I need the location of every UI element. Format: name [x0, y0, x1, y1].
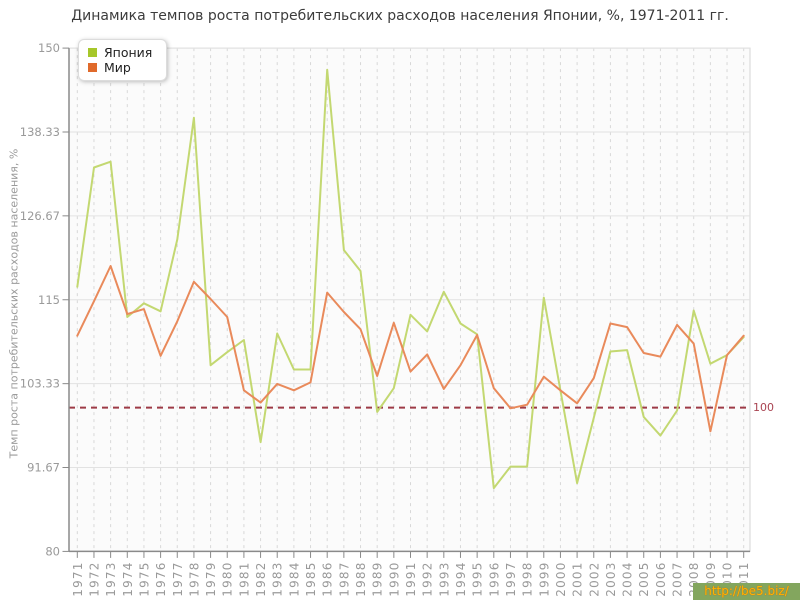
x-tick-label: 1995 [471, 561, 485, 596]
x-tick-label: 1974 [121, 561, 135, 596]
legend-item-world[interactable]: Мир [88, 60, 152, 75]
x-tick-label: 1980 [221, 561, 235, 596]
x-tick-label: 1975 [137, 561, 151, 596]
x-tick-label: 1982 [254, 561, 268, 596]
y-tick-label: 80 [45, 544, 60, 558]
x-tick-label: 1997 [504, 561, 518, 596]
x-tick-label: 1983 [271, 561, 285, 596]
x-tick-label: 1989 [371, 561, 385, 596]
series-line-japan [76, 68, 745, 490]
x-tick-label: 1976 [154, 561, 168, 596]
y-tick-label: 126.67 [20, 209, 60, 223]
x-tick-label: 1981 [237, 561, 251, 596]
series-line-world [76, 265, 745, 433]
x-tick-label: 2006 [654, 561, 668, 596]
legend-swatch-world-icon [88, 63, 97, 72]
legend-swatch-japan-icon [88, 48, 97, 57]
x-tick-label: 2004 [621, 561, 635, 596]
x-tick-label: 2002 [587, 561, 601, 596]
x-tick-label: 1973 [104, 561, 118, 596]
ref-line-label: 100 [753, 401, 774, 414]
y-tick-label: 115 [38, 293, 60, 307]
x-tick-label: 1988 [354, 561, 368, 596]
y-tick-label: 91.67 [27, 460, 60, 474]
x-tick-label: 1986 [321, 561, 335, 596]
x-tick-label: 1977 [171, 561, 185, 596]
x-tick-label: 1971 [71, 561, 85, 596]
x-tick-label: 1994 [454, 561, 468, 596]
x-tick-label: 1990 [387, 561, 401, 596]
x-tick-label: 1985 [304, 561, 318, 596]
legend-item-japan[interactable]: Япония [88, 45, 152, 60]
x-tick-label: 1993 [437, 561, 451, 596]
x-tick-label: 1996 [487, 561, 501, 596]
legend-label-world: Мир [104, 60, 131, 75]
x-tick-label: 1987 [337, 561, 351, 596]
x-tick-label: 2005 [637, 561, 651, 596]
x-tick-label: 1991 [404, 561, 418, 596]
x-tick-label: 2000 [554, 561, 568, 596]
legend: Япония Мир [78, 39, 168, 81]
chart-title: Динамика темпов роста потребительских ра… [71, 8, 729, 24]
x-tick-label: 2003 [604, 561, 618, 596]
x-tick-label: 1984 [287, 561, 301, 596]
y-axis-title: Темп роста потребительских расходов насе… [7, 148, 21, 459]
x-tick-label: 1998 [521, 561, 535, 596]
x-tick-label: 1979 [204, 561, 218, 596]
x-tick-label: 2007 [671, 561, 685, 596]
legend-label-japan: Япония [104, 45, 153, 60]
x-tick-label: 1978 [187, 561, 201, 596]
x-tick-label: 2001 [571, 561, 585, 596]
watermark-link[interactable]: http://be5.biz/ [693, 583, 800, 600]
x-tick-label: 1999 [537, 561, 551, 596]
y-tick-label: 138.33 [20, 125, 60, 139]
x-tick-label: 1992 [421, 561, 435, 596]
y-tick-label: 150 [38, 41, 60, 55]
y-tick-label: 103.33 [20, 377, 60, 391]
x-tick-label: 1972 [87, 561, 101, 596]
